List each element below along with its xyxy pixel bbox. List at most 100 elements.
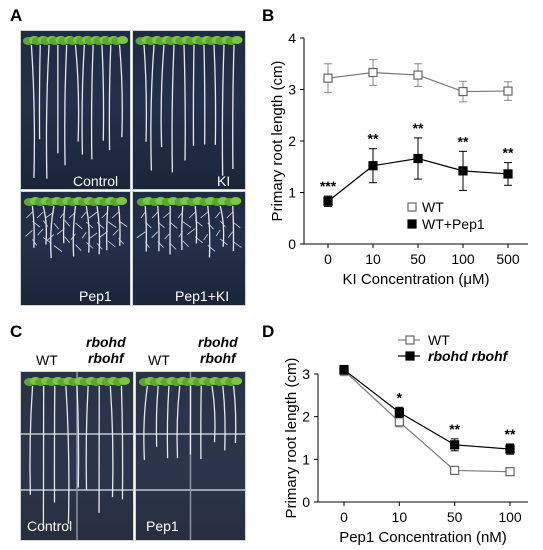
photo-label: Pep1 [79, 288, 112, 304]
root [106, 205, 109, 251]
lateral-root [101, 211, 109, 219]
lateral-root [200, 211, 209, 219]
data-point [505, 467, 515, 477]
x-tick-label: 10 [392, 509, 408, 525]
lateral-root [219, 220, 226, 228]
lateral-root [227, 231, 234, 238]
cotyledon [117, 36, 129, 44]
seedling-photo-control: Control [20, 30, 131, 190]
lateral-root [194, 219, 203, 227]
lateral-root [232, 241, 242, 248]
lateral-root [64, 236, 70, 243]
lateral-root [81, 232, 87, 239]
cotyledon [231, 377, 243, 385]
panel-b-letter: B [262, 6, 275, 25]
data-point [503, 169, 513, 179]
lateral-root [140, 211, 146, 219]
y-tick-label: 0 [288, 236, 296, 252]
y-tick-label: 4 [288, 30, 296, 46]
lateral-root [86, 221, 94, 229]
lateral-root [136, 231, 146, 239]
data-point [503, 86, 513, 96]
mutant-label-rbohd: rbohd [86, 334, 126, 350]
lateral-root [144, 221, 152, 229]
lateral-root [177, 211, 184, 219]
lateral-root [151, 231, 159, 238]
y-tick-label: 3 [288, 82, 296, 98]
x-tick-label: 50 [447, 509, 463, 525]
root [166, 385, 170, 459]
lateral-root [80, 211, 87, 219]
data-point [413, 153, 423, 164]
legend-marker [407, 202, 417, 212]
root [176, 385, 181, 459]
x-tick-label: 50 [410, 251, 426, 267]
root [85, 205, 90, 253]
cotyledon [231, 36, 243, 44]
x-tick-label: 0 [340, 509, 348, 525]
series-line-0 [343, 370, 511, 473]
mutant-label-rbohd-2: rbohd [198, 334, 238, 350]
y-axis-label: Primary root length (cm) [269, 61, 286, 222]
significance-mark: ** [413, 120, 424, 136]
lateral-root [99, 230, 109, 238]
cotyledon [230, 197, 242, 205]
root [232, 385, 237, 444]
root [62, 205, 66, 244]
root [101, 44, 105, 141]
data-point [368, 161, 378, 171]
lateral-root [26, 211, 33, 219]
photo-label: Pep1 [146, 518, 179, 534]
lateral-root [112, 229, 119, 236]
root [85, 385, 89, 490]
root [109, 385, 114, 498]
y-tick-label: 0 [302, 494, 310, 510]
root [150, 44, 155, 171]
x-tick-label: 100 [451, 251, 475, 267]
root [143, 385, 149, 460]
data-point [450, 465, 460, 476]
root [31, 205, 35, 248]
root [38, 44, 41, 140]
root [232, 44, 235, 169]
photo-label: Control [73, 173, 119, 189]
panel-d-letter: D [262, 322, 275, 341]
data-point [368, 67, 378, 78]
lateral-root [151, 211, 159, 219]
data-point [458, 86, 468, 97]
x-tick-label: 0 [324, 251, 332, 267]
series-line-1 [343, 369, 511, 450]
lateral-root [215, 229, 221, 237]
significance-mark: *** [320, 178, 337, 194]
legend-marker [405, 335, 415, 345]
lateral-root [88, 211, 98, 219]
lateral-root [182, 221, 192, 228]
root [29, 385, 34, 495]
lateral-root [45, 211, 55, 219]
lateral-root [111, 211, 119, 219]
lateral-root [219, 238, 228, 246]
root [203, 44, 206, 145]
x-tick-label: 100 [498, 509, 522, 525]
root [211, 385, 216, 443]
significance-mark: ** [505, 426, 516, 442]
cotyledon [118, 377, 130, 385]
lateral-root [144, 241, 150, 249]
lateral-root [32, 220, 41, 228]
lateral-root [86, 242, 94, 249]
column-label-mutant-control: rbohd rbohf [86, 334, 126, 366]
y-tick-label: 2 [288, 133, 296, 149]
root [160, 44, 165, 148]
column-label-wt-pep1: WT [148, 352, 170, 368]
column-label-wt-control: WT [36, 352, 58, 368]
lateral-root [118, 238, 125, 245]
root [120, 385, 124, 500]
root [181, 205, 184, 250]
lateral-root [64, 219, 71, 227]
root [232, 205, 235, 252]
lateral-root [56, 228, 65, 235]
lateral-root [96, 243, 103, 250]
data-point [458, 166, 468, 176]
data-point [450, 440, 460, 450]
lateral-root [59, 211, 66, 219]
